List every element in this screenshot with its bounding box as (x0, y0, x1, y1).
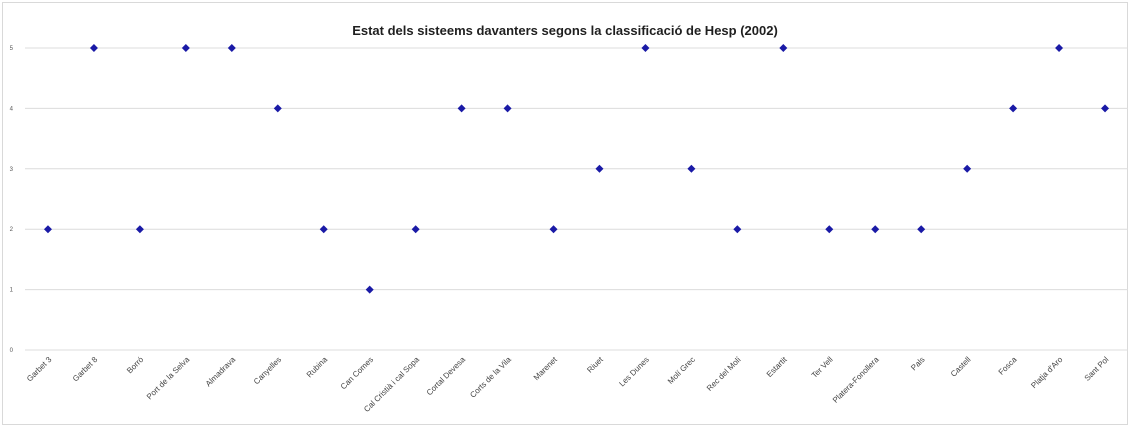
data-point (963, 164, 972, 173)
x-tick-label: Molí Grec (666, 355, 697, 386)
x-tick-label: Rubina (305, 355, 330, 380)
x-tick-label: Canyelles (252, 355, 283, 386)
x-tick-label: Platera-Fonollera (831, 355, 881, 405)
x-tick-label: Garbet 3 (25, 355, 54, 384)
data-point (549, 225, 558, 234)
x-axis-ticks: Garbet 3 Garbet 8 Borró Port de la Selva Alm… (25, 355, 1111, 414)
x-tick-label: Les Dunes (617, 355, 650, 388)
y-tick-label: 2 (10, 227, 14, 233)
x-tick-label: Borró (125, 355, 146, 376)
data-point (641, 44, 650, 52)
data-point (411, 225, 420, 234)
x-tick-label: Garbet 8 (71, 355, 100, 384)
x-tick-label: Fosca (997, 355, 1019, 377)
x-tick-label: Estartit (765, 355, 790, 380)
y-tick-label: 4 (10, 106, 14, 112)
x-tick-label: Corts de la Vila (468, 355, 513, 400)
x-tick-label: Almadrava (204, 355, 238, 389)
x-tick-label: Rec del Molí (705, 355, 743, 393)
data-point (319, 225, 328, 234)
data-point (457, 104, 466, 113)
y-axis-ticks: 0 1 2 3 4 5 (10, 46, 14, 354)
y-tick-label: 5 (10, 46, 14, 52)
x-tick-label: Port de la Selva (145, 355, 192, 402)
data-point (825, 225, 834, 234)
data-point (1101, 104, 1110, 113)
x-tick-label: Marenet (532, 355, 560, 383)
x-tick-label: Can Comes (339, 355, 375, 391)
x-tick-label: Castell (949, 355, 973, 379)
data-point (43, 225, 52, 234)
chart-title: Estat dels sisteems davanters segons la … (352, 23, 778, 38)
data-point (733, 225, 742, 234)
data-point (595, 164, 604, 173)
data-point (135, 225, 144, 234)
data-points (43, 44, 1110, 294)
data-point (227, 44, 236, 52)
data-point (1009, 104, 1018, 113)
y-tick-label: 0 (10, 348, 14, 354)
data-point (273, 104, 282, 113)
x-tick-label: Riuet (585, 355, 605, 375)
data-point (181, 44, 190, 52)
data-point (89, 44, 98, 52)
data-point (779, 44, 788, 52)
data-point (871, 225, 880, 234)
x-tick-label: Pals (909, 355, 926, 372)
x-tick-label: Sant Pol (1083, 355, 1111, 383)
data-point (687, 164, 696, 173)
data-point (1055, 44, 1064, 52)
x-tick-label: Cortal Devesa (425, 355, 468, 398)
data-point (365, 285, 374, 294)
y-tick-label: 3 (10, 167, 14, 173)
x-tick-label: Ter Vell (810, 355, 835, 380)
data-point (917, 225, 926, 234)
x-tick-label: Platja d'Aro (1029, 355, 1065, 391)
grid-layer (25, 47, 1128, 351)
data-point (503, 104, 512, 113)
y-tick-label: 1 (10, 288, 14, 294)
